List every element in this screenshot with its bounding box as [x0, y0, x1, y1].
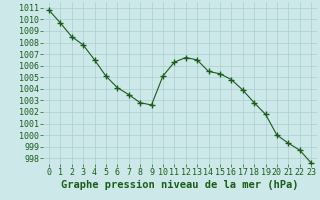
X-axis label: Graphe pression niveau de la mer (hPa): Graphe pression niveau de la mer (hPa) [61, 180, 299, 190]
